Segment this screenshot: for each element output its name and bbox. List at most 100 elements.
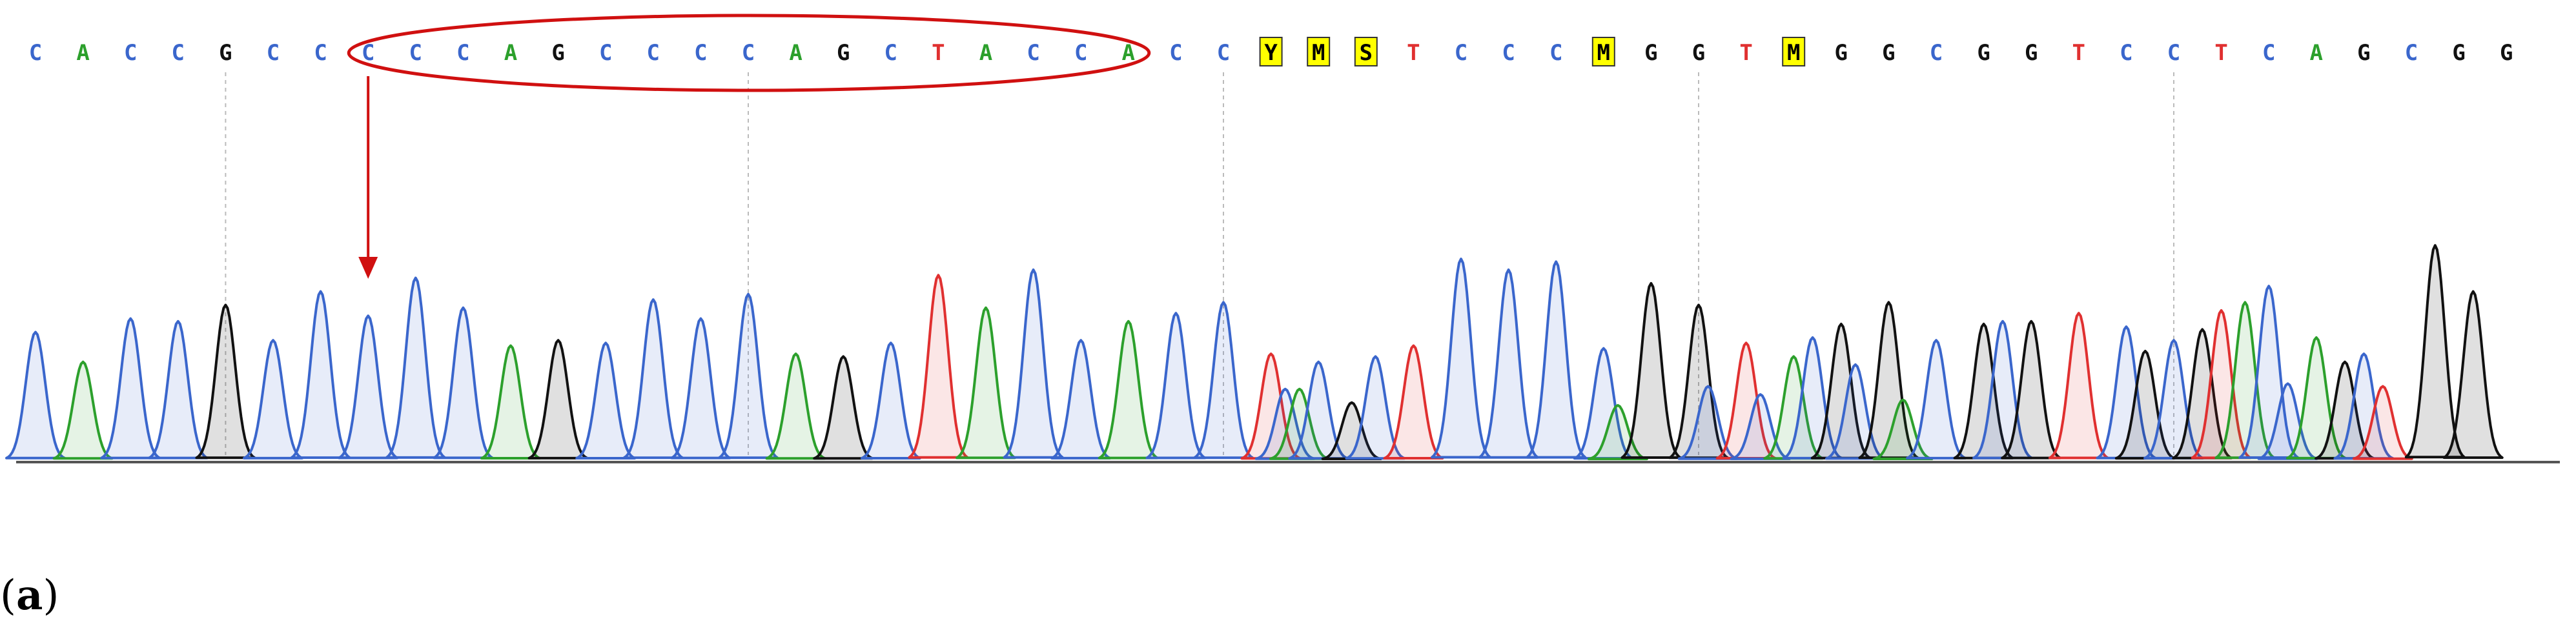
peak-A	[1269, 387, 1330, 460]
peak-C	[2143, 339, 2204, 460]
peak-C	[1972, 319, 2033, 460]
base-call-C: C	[884, 40, 897, 66]
base-call-T: T	[2214, 40, 2227, 66]
base-call-C: C	[1549, 40, 1562, 66]
base-call-C: C	[694, 40, 707, 66]
peak-G	[1668, 303, 1729, 460]
base-call-A: A	[76, 40, 89, 66]
base-call-C: C	[267, 40, 280, 66]
peak-C	[1288, 360, 1349, 460]
base-call-A: A	[789, 40, 802, 66]
base-call-G: G	[1835, 40, 1848, 66]
base-call-T: T	[1739, 40, 1752, 66]
peak-T	[908, 274, 969, 459]
base-call-T: T	[932, 40, 945, 66]
ambiguity-highlight	[1591, 37, 1615, 66]
peak-T	[1715, 341, 1777, 460]
base-call-C: C	[1455, 40, 1467, 66]
peak-A	[480, 344, 541, 460]
peak-G	[2442, 290, 2504, 460]
base-call-C: C	[647, 40, 660, 66]
ambiguity-highlight	[1307, 37, 1331, 66]
peak-G	[1321, 401, 1382, 460]
peak-G	[2114, 350, 2176, 460]
peak-G	[195, 303, 256, 460]
base-call-G: G	[1644, 40, 1657, 66]
peak-G	[1858, 301, 1919, 460]
peak-C	[5, 330, 66, 460]
base-call-A: A	[1122, 40, 1135, 66]
ambiguity-highlight	[1782, 37, 1806, 66]
peak-G	[2001, 319, 2062, 460]
base-call-C: C	[362, 40, 374, 66]
peak-C	[2238, 285, 2300, 459]
base-call-G: G	[1977, 40, 1990, 66]
base-call-S: S	[1360, 40, 1373, 66]
peak-C	[2096, 325, 2157, 460]
peak-C	[2257, 382, 2318, 460]
peak-G	[527, 339, 589, 460]
base-call-G: G	[837, 40, 850, 66]
peak-T	[1383, 344, 1444, 460]
base-call-A: A	[2310, 40, 2323, 66]
peak-A	[1587, 404, 1648, 461]
peak-C	[338, 314, 399, 460]
base-call-C: C	[742, 40, 755, 66]
base-call-A: A	[504, 40, 517, 66]
peak-C	[1526, 260, 1587, 459]
peak-G	[2404, 244, 2466, 459]
peak-C	[718, 292, 779, 460]
peak-C	[1003, 268, 1064, 459]
peak-C	[100, 317, 161, 460]
base-call-C: C	[314, 40, 327, 66]
peak-C	[1145, 312, 1207, 460]
peak-C	[147, 319, 209, 460]
peak-G	[1810, 323, 1872, 460]
base-call-G: G	[1692, 40, 1705, 66]
panel-label-letter: a	[15, 571, 43, 620]
base-call-C: C	[2262, 40, 2275, 66]
peak-C	[860, 341, 921, 460]
panel-label: (a)	[0, 571, 59, 620]
peak-C	[1050, 339, 1112, 460]
peak-C	[290, 290, 351, 460]
peak-G	[1953, 323, 2014, 460]
peak-C	[385, 276, 446, 459]
peak-C	[575, 341, 637, 460]
base-call-C: C	[124, 40, 137, 66]
base-call-G: G	[219, 40, 232, 66]
panel-label-close: )	[43, 572, 59, 620]
panel-label-open: (	[0, 572, 16, 620]
peak-C	[670, 317, 731, 460]
peak-C	[243, 339, 303, 460]
peak-A	[956, 306, 1016, 460]
peak-A	[1098, 319, 1159, 460]
base-call-C: C	[409, 40, 422, 66]
peak-T	[2048, 312, 2109, 460]
peak-G	[2315, 360, 2375, 460]
base-call-C: C	[1027, 40, 1039, 66]
peak-G	[813, 355, 874, 460]
base-call-M: M	[1787, 40, 1800, 66]
peak-T	[2191, 309, 2252, 460]
peak-C	[433, 306, 494, 460]
guide-lines	[225, 72, 2174, 455]
arrow-head	[358, 257, 378, 279]
peak-A	[2214, 301, 2276, 460]
peak-C	[1677, 385, 1739, 460]
base-call-G: G	[2452, 40, 2465, 66]
peak-C	[1906, 339, 1967, 460]
peak-A	[52, 360, 114, 460]
base-call-T: T	[2072, 40, 2085, 66]
base-call-T: T	[1407, 40, 1420, 66]
base-call-C: C	[456, 40, 469, 66]
base-call-M: M	[1312, 40, 1325, 66]
circled-region	[347, 14, 1151, 92]
base-call-Y: Y	[1264, 40, 1278, 66]
ambiguity-highlight	[1259, 37, 1283, 66]
peak-G	[1620, 282, 1682, 459]
peak-A	[765, 352, 826, 460]
peak-C	[2333, 352, 2395, 460]
